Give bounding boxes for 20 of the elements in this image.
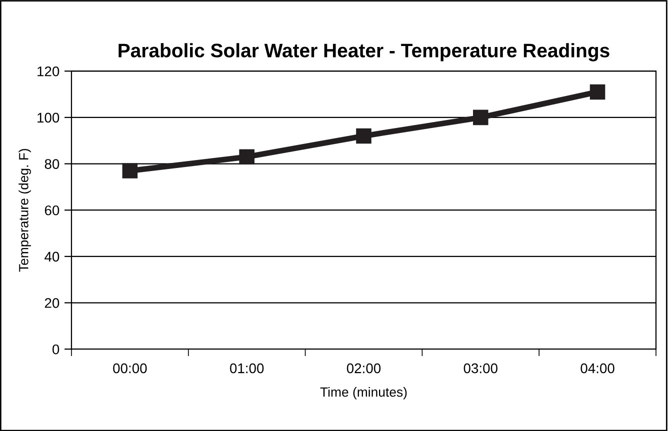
y-tick-label: 20 (44, 298, 60, 308)
y-tick-label: 40 (44, 252, 60, 262)
x-tick-label: 03:00 (464, 363, 498, 374)
point (122, 163, 138, 178)
x-tick-label: 04:00 (580, 363, 614, 374)
x-tick-label: 00:00 (113, 363, 147, 374)
x-tick-label: 02:00 (346, 363, 381, 374)
point (356, 128, 372, 144)
x-tick-label: 01:00 (230, 363, 264, 374)
point (239, 149, 254, 164)
point (472, 110, 488, 126)
y-tick-label: 80 (44, 159, 60, 169)
y-tick-label: 0 (52, 344, 60, 354)
point (590, 84, 606, 100)
chart-title: Parabolic Solar Water Heater - Temperature Readings (118, 43, 610, 62)
y-tick-label: 60 (44, 205, 60, 216)
y-tick-label: 100 (38, 112, 60, 123)
x-axis-title: Time (minutes) (320, 387, 407, 400)
y-tick-label: 120 (38, 66, 60, 76)
y-axis-title: Temperature (deg. F) (18, 148, 31, 272)
